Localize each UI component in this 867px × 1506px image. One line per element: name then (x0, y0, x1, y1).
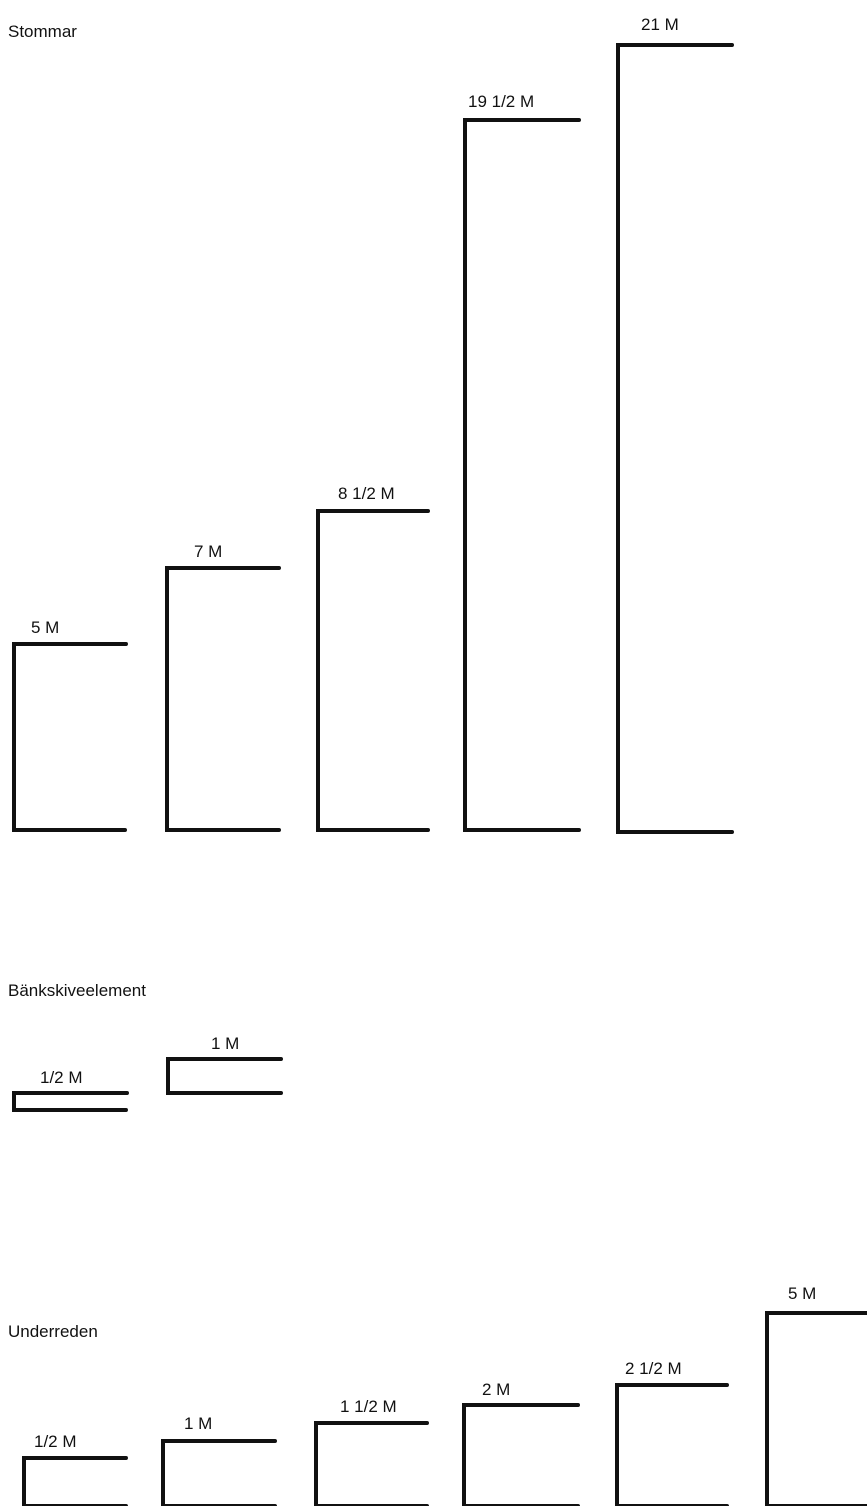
bankskive-bracket-1 (12, 1091, 129, 1112)
underreden-label-1: 1/2 M (34, 1432, 77, 1451)
stommar-bracket-4 (463, 118, 581, 832)
stommar-label-1: 5 M (31, 618, 60, 637)
underreden-label-4: 2 M (482, 1380, 511, 1399)
section-title-bankskiveelement: Bänkskiveelement (8, 981, 146, 1000)
underreden-bracket-6 (765, 1311, 867, 1506)
underreden-label-3: 1 1/2 M (340, 1397, 397, 1416)
underreden-bracket-4 (462, 1403, 580, 1506)
section-title-underreden: Underreden (8, 1322, 98, 1341)
stommar-bracket-2 (165, 566, 281, 832)
bankskive-label-1: 1/2 M (40, 1068, 83, 1087)
stommar-label-2: 7 M (194, 542, 223, 561)
bankskive-bracket-2 (166, 1057, 283, 1095)
stommar-label-3: 8 1/2 M (338, 484, 395, 503)
stommar-bracket-1 (12, 642, 128, 832)
stommar-label-5: 21 M (641, 15, 679, 34)
stommar-label-4: 19 1/2 M (468, 92, 535, 111)
underreden-label-6: 5 M (788, 1284, 817, 1303)
bankskive-label-2: 1 M (211, 1034, 240, 1053)
underreden-bracket-2 (161, 1439, 277, 1506)
underreden-bracket-3 (314, 1421, 429, 1506)
stommar-bracket-3 (316, 509, 430, 832)
underreden-bracket-1 (22, 1456, 128, 1506)
underreden-label-5: 2 1/2 M (625, 1359, 682, 1378)
stommar-bracket-5 (616, 43, 734, 834)
underreden-label-2: 1 M (184, 1414, 213, 1433)
underreden-bracket-5 (615, 1383, 729, 1506)
section-title-stommar: Stommar (8, 22, 77, 41)
